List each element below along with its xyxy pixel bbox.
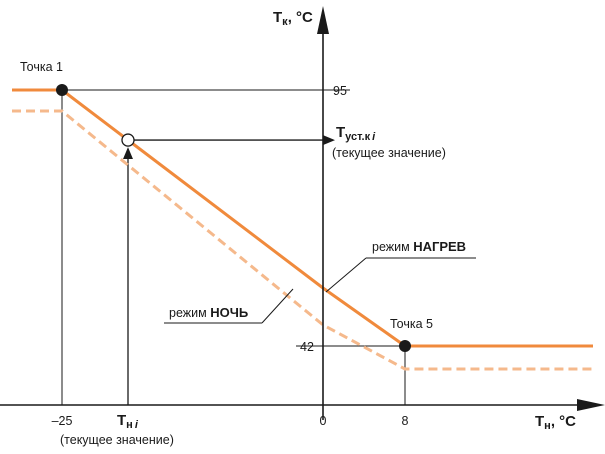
mode-heat-label: режим НАГРЕВ	[372, 239, 466, 254]
x-tick-label: 0	[320, 414, 327, 428]
mode-night-leader	[261, 288, 294, 324]
x-tick-label: 8	[402, 414, 409, 428]
tick-labels: –25 0 8 42 95	[52, 84, 409, 428]
y-axis-arrow	[317, 6, 329, 34]
point1-label: Точка 1	[20, 60, 63, 74]
series-night-line	[12, 109, 593, 371]
current-point-marker	[121, 133, 135, 147]
axes	[0, 6, 605, 420]
tset-note: (текущее значение)	[332, 146, 446, 160]
mode-night-label: режим НОЧЬ	[169, 305, 248, 320]
point1-marker	[56, 84, 68, 96]
tn-note: (текущее значение)	[60, 433, 174, 447]
tset-label: Tуст.к i	[336, 124, 376, 143]
x-axis-title: Tн, °C	[535, 413, 576, 432]
mode-heat-leader	[325, 257, 367, 293]
point5-label: Точка 5	[390, 317, 433, 331]
series-layer	[12, 88, 593, 371]
x-tick-label: –25	[52, 414, 73, 428]
x-axis-arrow	[577, 399, 605, 411]
markers	[56, 84, 411, 352]
guide-lines	[61, 89, 406, 405]
series-heat-line	[12, 88, 593, 348]
point5-marker	[399, 340, 411, 352]
y-tick-label: 95	[333, 84, 347, 98]
y-tick-label: 42	[300, 340, 314, 354]
tn-label: Tн i	[117, 412, 139, 431]
y-axis-title: Tк, °C	[273, 9, 313, 28]
